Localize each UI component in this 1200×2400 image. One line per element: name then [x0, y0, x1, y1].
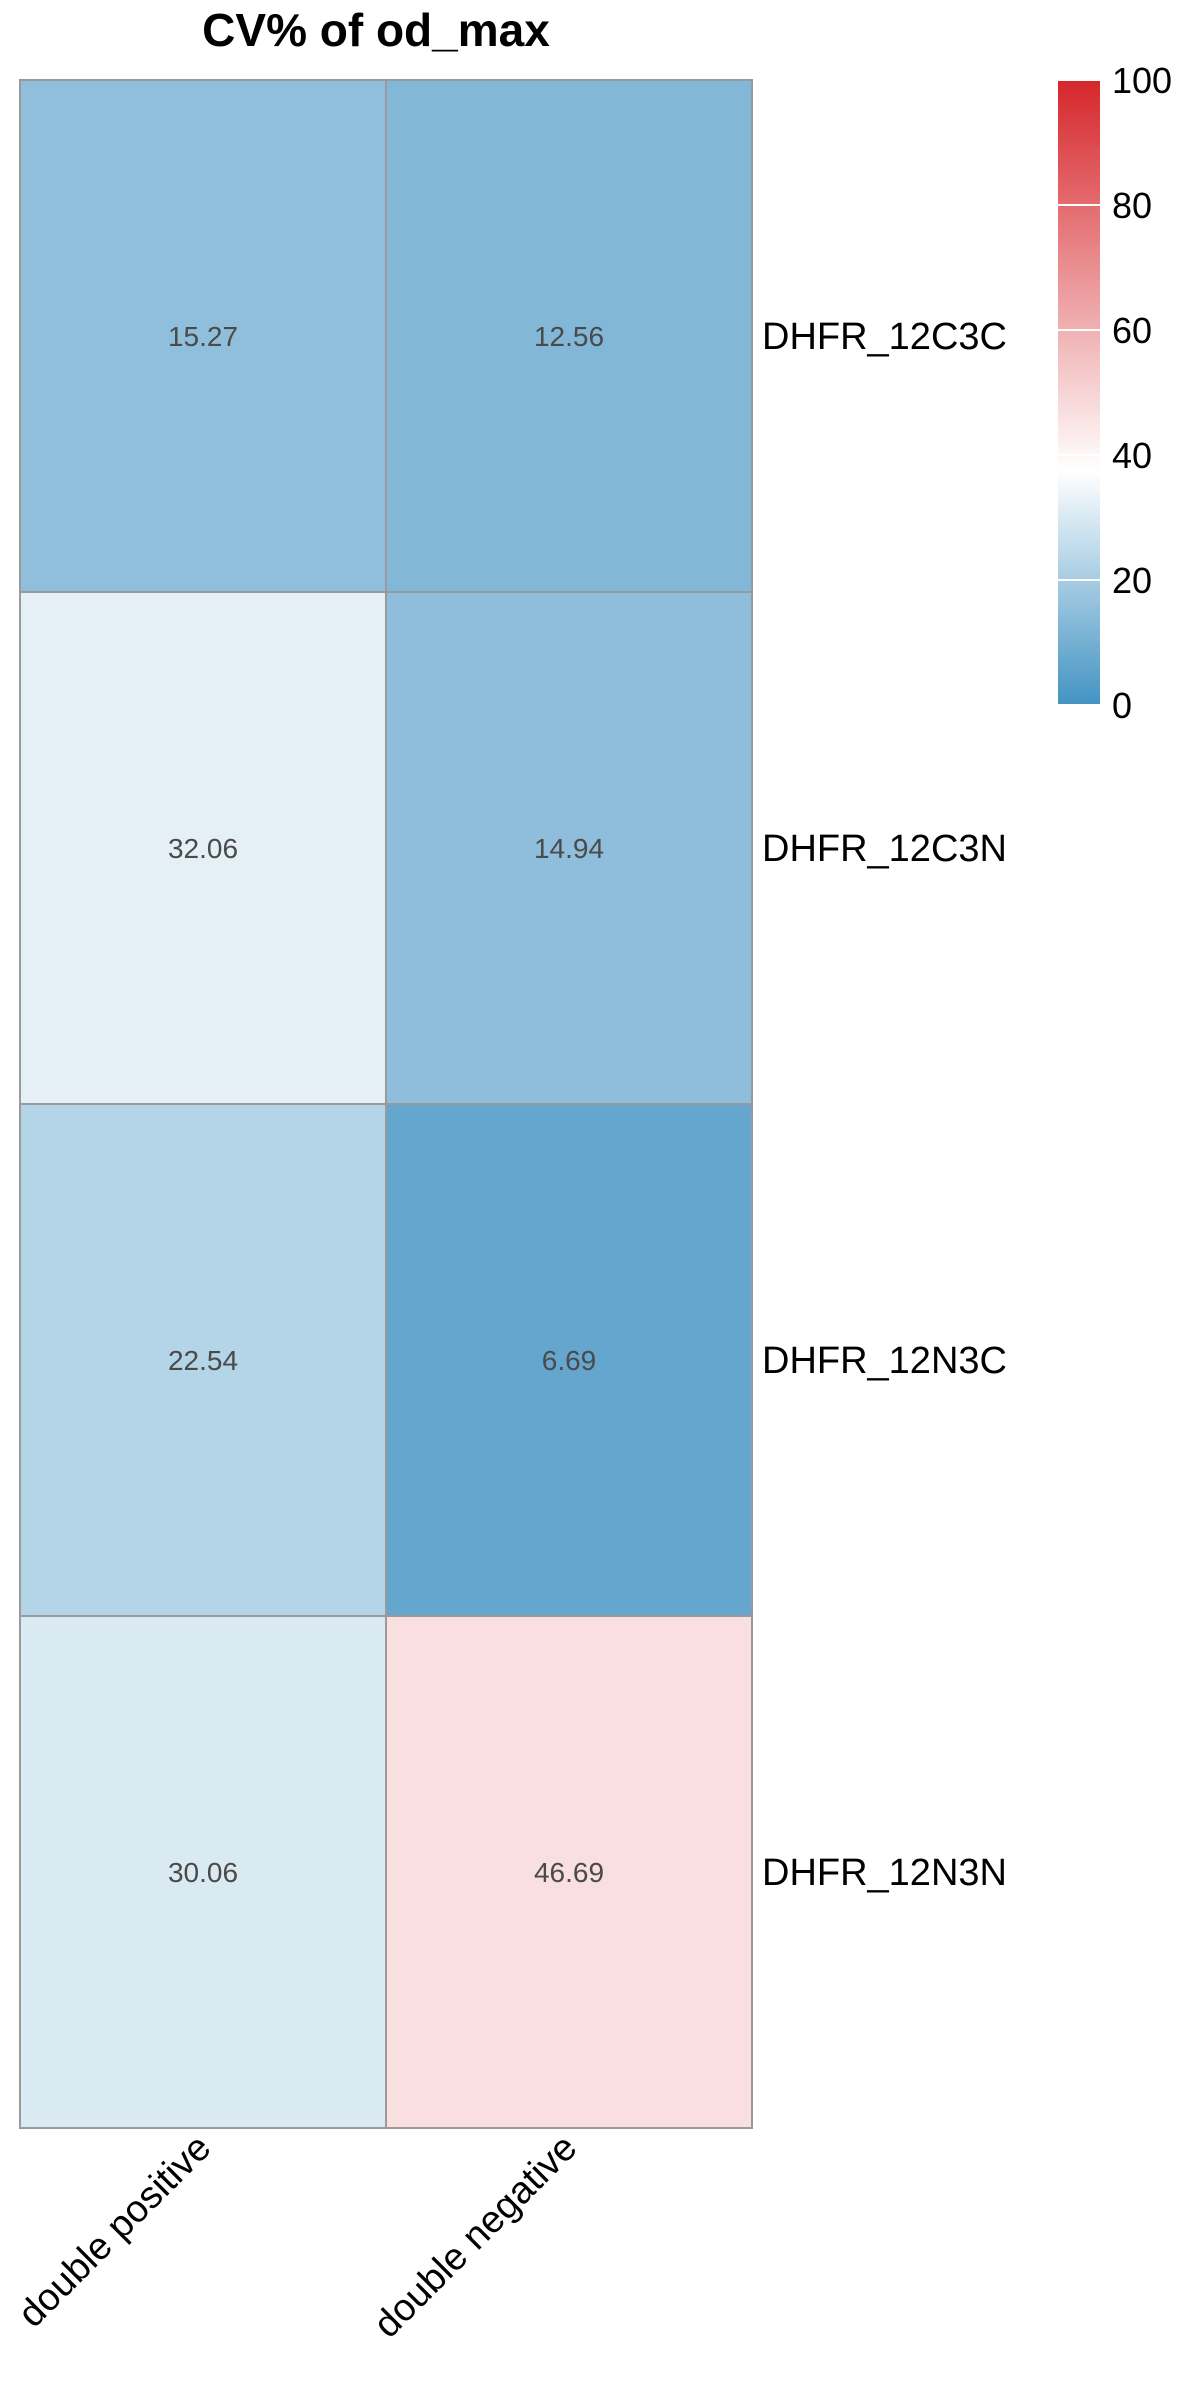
- cell-value-label: 30.06: [168, 1857, 238, 1888]
- color-legend: 0 20 40 60 80 100: [1058, 60, 1172, 726]
- colorbar-tick-label: 0: [1112, 685, 1132, 726]
- colorbar-tick-label: 100: [1112, 60, 1172, 101]
- row-label: DHFR_12C3N: [762, 828, 1007, 870]
- colorbar-tick-label: 40: [1112, 435, 1152, 476]
- heatmap-cell: [385, 591, 753, 1105]
- row-label: DHFR_12N3C: [762, 1340, 1007, 1382]
- colorbar-tick-label: 60: [1112, 310, 1152, 351]
- cell-value-label: 6.69: [542, 1345, 597, 1376]
- heatmap-cell: [19, 79, 387, 593]
- colorbar-ticks: 0 20 40 60 80 100: [1058, 60, 1172, 726]
- heatmap-cell: [19, 1103, 387, 1617]
- heatmap-cell: [19, 1615, 387, 2129]
- row-labels: DHFR_12C3C DHFR_12C3N DHFR_12N3C DHFR_12N3N: [762, 316, 1007, 1894]
- heatmap-cell: [19, 591, 387, 1105]
- cell-value-label: 22.54: [168, 1345, 238, 1376]
- heatmap-cell: [385, 79, 753, 593]
- colorbar-tick-label: 80: [1112, 185, 1152, 226]
- heatmap-cell: [385, 1103, 753, 1617]
- chart-title: CV% of od_max: [202, 4, 550, 56]
- cell-value-label: 12.56: [534, 321, 604, 352]
- colorbar-tick-label: 20: [1112, 560, 1152, 601]
- colorbar: [1058, 80, 1100, 705]
- cell-value-label: 46.69: [534, 1857, 604, 1888]
- column-labels: double positive double negative: [10, 2127, 585, 2346]
- row-label: DHFR_12N3N: [762, 1852, 1007, 1894]
- column-label: double negative: [366, 2127, 585, 2346]
- heatmap-cell: [385, 1615, 753, 2129]
- heatmap-cells: 15.27 12.56 32.06 14.94 22.54 6.69 30.06 46.69: [19, 79, 753, 2129]
- cell-value-label: 32.06: [168, 833, 238, 864]
- cell-value-label: 15.27: [168, 321, 238, 352]
- cell-value-label: 14.94: [534, 833, 604, 864]
- column-label: double positive: [10, 2127, 219, 2336]
- row-label: DHFR_12C3C: [762, 316, 1007, 358]
